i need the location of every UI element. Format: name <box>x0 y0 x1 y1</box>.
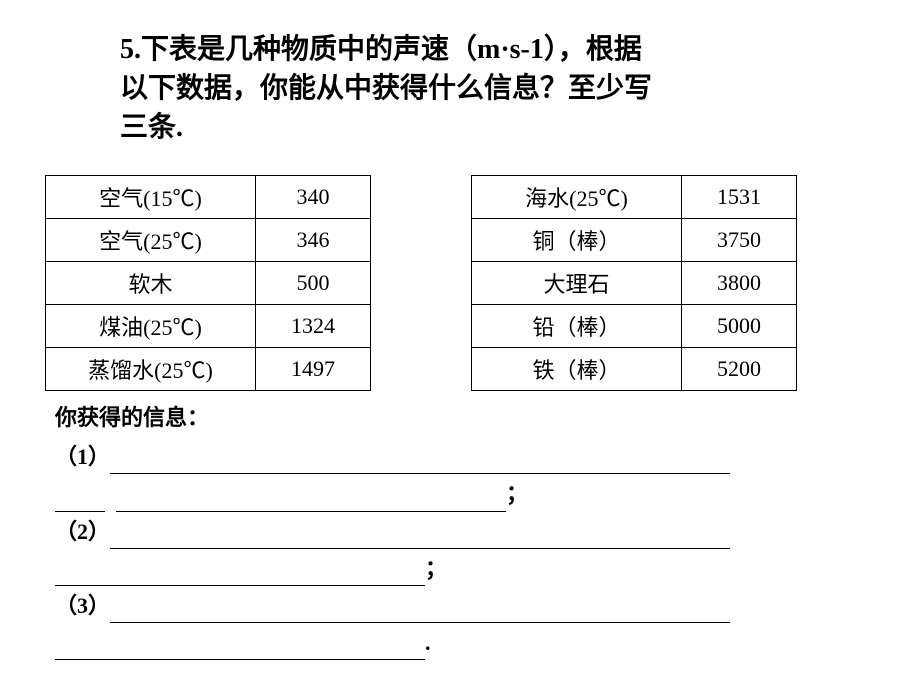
material-label: 蒸馏水(25℃) <box>46 348 256 391</box>
answer-item-1: （1） <box>55 439 855 474</box>
answer-blank <box>116 490 506 512</box>
punct: . <box>425 630 431 655</box>
material-label: 铜（棒） <box>472 219 682 262</box>
material-label: 软木 <box>46 262 256 305</box>
answer-blank <box>110 601 730 623</box>
question-line2: 以下数据，你能从中获得什么信息？至少写 <box>120 73 652 104</box>
table-row: 大理石 3800 <box>472 262 797 305</box>
answer-item-3-cont: . <box>55 625 855 660</box>
answer-blank <box>55 490 105 512</box>
speed-value: 3800 <box>682 262 797 305</box>
question-number: 5. <box>120 34 141 65</box>
answers-section: 你获得的信息： （1） ； （2） ； （3） . <box>55 400 855 662</box>
table-row: 空气(25℃) 346 <box>46 219 371 262</box>
answer-item-1-cont: ； <box>55 476 855 511</box>
material-label: 大理石 <box>472 262 682 305</box>
tables-container: 空气(15℃) 340 空气(25℃) 346 软木 500 煤油(25℃) 1… <box>45 175 797 391</box>
question-text: 5.下表是几种物质中的声速（m·s-1），根据 以下数据，你能从中获得什么信息？… <box>120 30 820 148</box>
answer-label-2: （2） <box>55 519 110 544</box>
table-row: 铅（棒） 5000 <box>472 305 797 348</box>
speed-value: 1324 <box>256 305 371 348</box>
speed-value: 346 <box>256 219 371 262</box>
speed-value: 340 <box>256 176 371 219</box>
answer-blank <box>55 564 425 586</box>
material-label: 铅（棒） <box>472 305 682 348</box>
answers-header: 你获得的信息： <box>55 400 855 435</box>
material-label: 海水(25℃) <box>472 176 682 219</box>
speed-value: 3750 <box>682 219 797 262</box>
table-row: 铜（棒） 3750 <box>472 219 797 262</box>
sound-speed-table-right: 海水(25℃) 1531 铜（棒） 3750 大理石 3800 铅（棒） 500… <box>471 175 797 391</box>
table-row: 铁（棒） 5200 <box>472 348 797 391</box>
speed-value: 1497 <box>256 348 371 391</box>
answer-item-2: （2） <box>55 514 855 549</box>
material-label: 铁（棒） <box>472 348 682 391</box>
speed-value: 5200 <box>682 348 797 391</box>
speed-value: 1531 <box>682 176 797 219</box>
answer-blank <box>110 527 730 549</box>
material-label: 煤油(25℃) <box>46 305 256 348</box>
table-row: 海水(25℃) 1531 <box>472 176 797 219</box>
answer-label-1: （1） <box>55 444 110 469</box>
material-label: 空气(25℃) <box>46 219 256 262</box>
material-label: 空气(15℃) <box>46 176 256 219</box>
table-row: 蒸馏水(25℃) 1497 <box>46 348 371 391</box>
table-row: 软木 500 <box>46 262 371 305</box>
answer-label-3: （3） <box>55 593 110 618</box>
punct: ； <box>425 556 447 581</box>
answer-blank <box>110 452 730 474</box>
question-line1: 下表是几种物质中的声速（m·s-1），根据 <box>141 34 642 65</box>
answer-item-3: （3） <box>55 588 855 623</box>
speed-value: 500 <box>256 262 371 305</box>
punct: ； <box>506 481 528 506</box>
answer-blank <box>55 638 425 660</box>
table-row: 煤油(25℃) 1324 <box>46 305 371 348</box>
table-row: 空气(15℃) 340 <box>46 176 371 219</box>
sound-speed-table-left: 空气(15℃) 340 空气(25℃) 346 软木 500 煤油(25℃) 1… <box>45 175 371 391</box>
question-line3: 三条. <box>120 112 183 143</box>
answer-item-2-cont: ； <box>55 551 855 586</box>
speed-value: 5000 <box>682 305 797 348</box>
